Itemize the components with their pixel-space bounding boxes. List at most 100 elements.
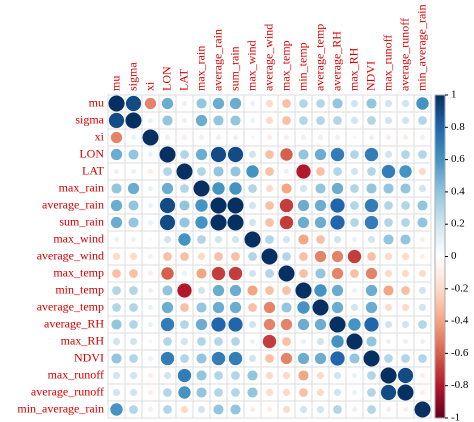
correlation-circle — [401, 269, 410, 278]
correlation-circle — [351, 372, 358, 379]
correlation-circle — [162, 285, 173, 296]
row-label: min_temp — [55, 282, 104, 296]
correlation-circle — [160, 317, 175, 332]
correlation-circle — [108, 95, 125, 112]
correlation-circle — [297, 199, 310, 212]
correlation-circle — [142, 129, 159, 146]
correlation-circle — [160, 351, 175, 366]
correlation-circle — [333, 167, 342, 176]
correlation-circle — [265, 99, 274, 108]
correlation-circle — [244, 231, 261, 248]
correlation-circle — [161, 267, 174, 280]
correlation-circle — [365, 267, 378, 280]
correlation-circle — [163, 235, 172, 244]
correlation-circle — [312, 299, 329, 316]
correlation-circle — [367, 235, 376, 244]
correlation-circle — [231, 252, 240, 261]
correlation-circle — [381, 164, 396, 179]
correlation-circle — [163, 252, 172, 261]
correlation-circle — [265, 388, 274, 397]
correlation-circle — [418, 184, 427, 193]
correlation-circle — [248, 354, 257, 363]
correlation-circle — [401, 116, 410, 125]
correlation-circle — [418, 320, 427, 329]
correlation-circle — [368, 134, 375, 141]
correlation-circle — [298, 370, 309, 381]
correlation-circle — [159, 197, 176, 214]
correlation-circle — [148, 339, 153, 344]
correlation-circle — [314, 148, 327, 161]
correlation-circle — [419, 134, 426, 141]
row-label: sigma — [75, 112, 104, 126]
correlation-circle — [195, 114, 208, 127]
correlation-circle — [314, 216, 327, 229]
correlation-circle — [130, 168, 137, 175]
correlation-circle — [316, 99, 325, 108]
correlation-circle — [228, 351, 243, 366]
correlation-circle — [177, 283, 192, 298]
column-label: max_wind — [244, 40, 258, 91]
correlation-circle — [112, 269, 121, 278]
correlation-circle — [265, 167, 274, 176]
correlation-circle — [316, 337, 325, 346]
correlation-circle — [329, 316, 346, 333]
correlation-circle — [181, 117, 188, 124]
correlation-circle — [383, 285, 394, 296]
correlation-circle — [147, 202, 154, 209]
correlation-circle — [331, 267, 344, 280]
correlation-circle — [418, 354, 427, 363]
correlation-circle — [211, 317, 226, 332]
correlation-circle — [248, 252, 257, 261]
correlation-circle — [147, 406, 154, 413]
colorbar-tick-label: 0.8 — [451, 121, 465, 133]
correlation-circle — [195, 148, 208, 161]
correlation-circle — [147, 321, 154, 328]
correlation-circle — [161, 97, 174, 110]
correlation-circle — [348, 318, 361, 331]
correlation-circle — [112, 388, 121, 397]
column-label: min_average_rain — [414, 4, 428, 91]
column-label: sigma — [125, 62, 139, 91]
correlation-circle — [384, 252, 393, 261]
correlation-circle — [163, 337, 172, 346]
correlation-circle — [180, 337, 189, 346]
correlation-circle — [177, 368, 192, 383]
correlation-circle — [333, 235, 342, 244]
correlation-circle — [128, 217, 139, 228]
correlation-circle — [227, 146, 244, 163]
correlation-circle — [402, 134, 409, 141]
correlation-circle — [330, 215, 345, 230]
correlation-circle — [179, 200, 190, 211]
correlation-circle — [211, 351, 226, 366]
correlation-circle — [129, 269, 138, 278]
correlation-circle — [418, 303, 427, 312]
correlation-circle — [231, 337, 240, 346]
correlation-circle — [112, 371, 121, 380]
correlation-circle — [229, 97, 242, 110]
correlation-circle — [266, 134, 273, 141]
correlation-circle — [383, 234, 394, 245]
correlation-circle — [282, 388, 291, 397]
correlation-circle — [210, 197, 227, 214]
correlation-circle — [261, 248, 278, 265]
correlation-circle — [159, 214, 176, 231]
correlation-circle — [247, 285, 258, 296]
column-label: min_temp — [295, 42, 309, 91]
correlation-circle — [147, 355, 154, 362]
correlation-circle — [147, 219, 154, 226]
correlation-circle — [350, 218, 359, 227]
correlation-circle — [108, 112, 125, 129]
correlation-circle — [247, 387, 258, 398]
correlation-circle — [147, 253, 154, 260]
correlation-circle — [249, 117, 256, 124]
correlation-circle — [333, 116, 342, 125]
column-label: average_temp — [312, 24, 326, 91]
correlation-circle — [197, 405, 206, 414]
correlation-circle — [130, 134, 137, 141]
correlation-circle — [266, 406, 273, 413]
row-label: LON — [79, 146, 104, 160]
correlation-circle — [229, 284, 242, 297]
correlation-circle — [363, 350, 380, 367]
correlation-circle — [112, 337, 121, 346]
correlation-circle — [265, 269, 274, 278]
